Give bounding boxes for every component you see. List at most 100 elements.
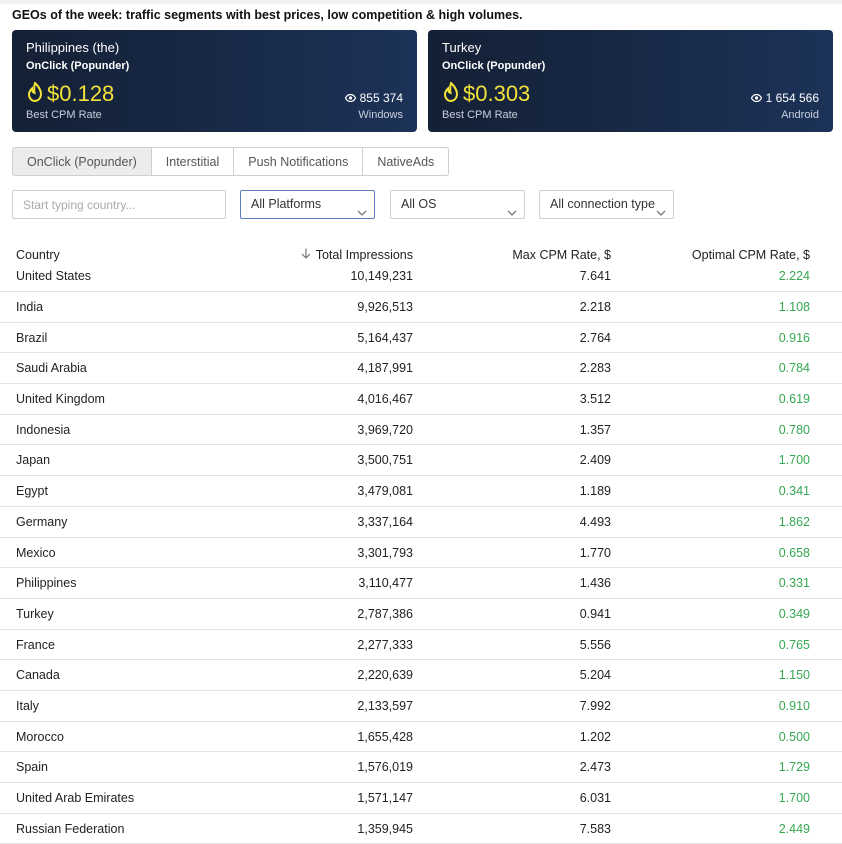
cell-impressions: 2,277,333 (357, 637, 413, 652)
page-headline: GEOs of the week: traffic segments with … (12, 8, 523, 22)
column-header-impressions[interactable]: Total Impressions (301, 248, 413, 262)
cell-impressions: 3,301,793 (357, 545, 413, 560)
cell-country: Canada (16, 668, 60, 683)
cell-max-cpm: 1.202 (579, 729, 611, 744)
cell-country: Spain (16, 760, 48, 775)
cell-max-cpm: 4.493 (579, 514, 611, 529)
connection-type-select[interactable]: All connection type (539, 190, 674, 219)
table-row[interactable]: Russian Federation 1,359,945 7.583 2.449 (0, 814, 842, 844)
table-row[interactable]: Spain 1,576,019 2.473 1.729 (0, 752, 842, 783)
cell-country: France (16, 637, 55, 652)
column-header-max-cpm[interactable]: Max CPM Rate, $ (512, 248, 611, 262)
cell-country: India (16, 300, 44, 314)
geo-card-turkey[interactable]: Turkey OnClick (Popunder) $0.303 Best CP… (428, 30, 833, 132)
cell-optimal-cpm: 1.862 (778, 514, 810, 529)
platform-select-value: All Platforms (251, 197, 322, 211)
table-row[interactable]: Canada 2,220,639 5.204 1.150 (0, 660, 842, 691)
cell-impressions: 1,576,019 (357, 760, 413, 775)
cell-country: Turkey (16, 606, 54, 621)
cell-country: Morocco (16, 729, 64, 744)
card-platform: Windows (358, 109, 403, 121)
cell-country: Russian Federation (16, 821, 125, 836)
cell-optimal-cpm: 0.500 (778, 729, 810, 744)
cell-impressions: 4,016,467 (357, 392, 413, 407)
geo-card-philippines[interactable]: Philippines (the) OnClick (Popunder) $0.… (12, 30, 417, 132)
cell-optimal-cpm: 0.784 (778, 361, 810, 376)
cell-max-cpm: 1.436 (579, 576, 611, 591)
cell-country: Germany (16, 514, 68, 529)
cell-impressions: 9,926,513 (357, 300, 413, 314)
table-row[interactable]: United Kingdom 4,016,467 3.512 0.619 (0, 384, 842, 415)
cell-impressions: 3,110,477 (358, 576, 413, 591)
platform-select[interactable]: All Platforms (240, 190, 375, 219)
cell-impressions: 1,571,147 (357, 791, 413, 805)
country-search-input[interactable] (12, 190, 226, 219)
cell-optimal-cpm: 1.150 (778, 668, 810, 683)
cell-max-cpm: 2.218 (579, 300, 611, 314)
table-row[interactable]: Germany 3,337,164 4.493 1.862 (0, 507, 842, 538)
cell-impressions: 3,500,751 (357, 453, 413, 468)
card-country: Turkey (442, 40, 482, 55)
table-row[interactable]: Brazil 5,164,437 2.764 0.916 (0, 323, 842, 354)
table-body: United States 10,149,231 7.641 2.224 India 9,… (0, 262, 842, 844)
table-row[interactable]: Mexico 3,301,793 1.770 0.658 (0, 538, 842, 569)
cell-impressions: 3,969,720 (357, 422, 413, 437)
chevron-down-icon (357, 200, 367, 227)
cell-country: Italy (16, 698, 39, 713)
cell-impressions: 10,149,231 (350, 269, 413, 283)
table-row[interactable]: United States 10,149,231 7.641 2.224 (0, 262, 842, 292)
table-row[interactable]: France 2,277,333 5.556 0.765 (0, 630, 842, 661)
table-row[interactable]: Turkey 2,787,386 0.941 0.349 (0, 599, 842, 630)
table-row[interactable]: Philippines 3,110,477 1.436 0.331 (0, 568, 842, 599)
cell-impressions: 2,133,597 (357, 698, 413, 713)
tab-nativeads[interactable]: NativeAds (363, 147, 450, 176)
ad-format-tabs: OnClick (Popunder) Interstitial Push Not… (12, 147, 450, 176)
cell-max-cpm: 7.641 (579, 269, 611, 283)
cell-country: United Kingdom (16, 392, 105, 407)
table-row[interactable]: Japan 3,500,751 2.409 1.700 (0, 445, 842, 477)
best-cpm-label: Best CPM Rate (442, 109, 518, 121)
best-cpm-price: $0.128 (47, 81, 115, 106)
table-row[interactable]: India 9,926,513 2.218 1.108 (0, 292, 842, 323)
tab-onclick-popunder[interactable]: OnClick (Popunder) (12, 147, 152, 176)
connection-select-value: All connection type (550, 197, 655, 211)
column-header-country[interactable]: Country (16, 248, 60, 262)
cell-max-cpm: 7.992 (579, 698, 611, 713)
view-count: 1 654 566 (765, 91, 819, 105)
tab-interstitial[interactable]: Interstitial (151, 147, 235, 176)
cell-optimal-cpm: 0.765 (778, 637, 810, 652)
card-ad-type: OnClick (Popunder) (442, 60, 546, 72)
cell-country: Egypt (16, 484, 48, 499)
table-row[interactable]: Morocco 1,655,428 1.202 0.500 (0, 722, 842, 753)
cell-country: Saudi Arabia (16, 361, 87, 376)
best-cpm-price: $0.303 (463, 81, 531, 106)
cell-impressions: 3,479,081 (357, 484, 413, 499)
cell-max-cpm: 5.204 (579, 668, 611, 683)
fire-icon (26, 80, 44, 107)
cell-max-cpm: 2.764 (579, 330, 611, 345)
os-select-value: All OS (401, 197, 437, 211)
cell-optimal-cpm: 0.349 (778, 606, 810, 621)
tab-push-notifications[interactable]: Push Notifications (234, 147, 364, 176)
table-row[interactable]: Italy 2,133,597 7.992 0.910 (0, 691, 842, 722)
table-row[interactable]: Indonesia 3,969,720 1.357 0.780 (0, 415, 842, 446)
view-count: 855 374 (359, 91, 403, 105)
table-row[interactable]: Egypt 3,479,081 1.189 0.341 (0, 476, 842, 507)
column-header-optimal-cpm[interactable]: Optimal CPM Rate, $ (691, 248, 810, 262)
cell-optimal-cpm: 0.619 (778, 392, 810, 407)
cell-optimal-cpm: 1.700 (778, 791, 810, 805)
column-header-impressions-label: Total Impressions (315, 248, 413, 262)
cell-optimal-cpm: 2.449 (778, 821, 810, 836)
chevron-down-icon (507, 200, 517, 227)
table-row[interactable]: Saudi Arabia 4,187,991 2.283 0.784 (0, 353, 842, 385)
cell-max-cpm: 1.357 (579, 422, 611, 437)
card-country: Philippines (the) (26, 40, 120, 55)
cell-optimal-cpm: 1.700 (778, 453, 810, 468)
table-row[interactable]: United Arab Emirates 1,571,147 6.031 1.700 (0, 783, 842, 814)
cell-max-cpm: 1.770 (579, 545, 611, 560)
os-select[interactable]: All OS (390, 190, 525, 219)
cell-optimal-cpm: 0.341 (778, 484, 810, 499)
cell-country: United Arab Emirates (16, 791, 135, 805)
cell-impressions: 2,787,386 (357, 606, 413, 621)
cell-optimal-cpm: 1.729 (778, 760, 810, 775)
